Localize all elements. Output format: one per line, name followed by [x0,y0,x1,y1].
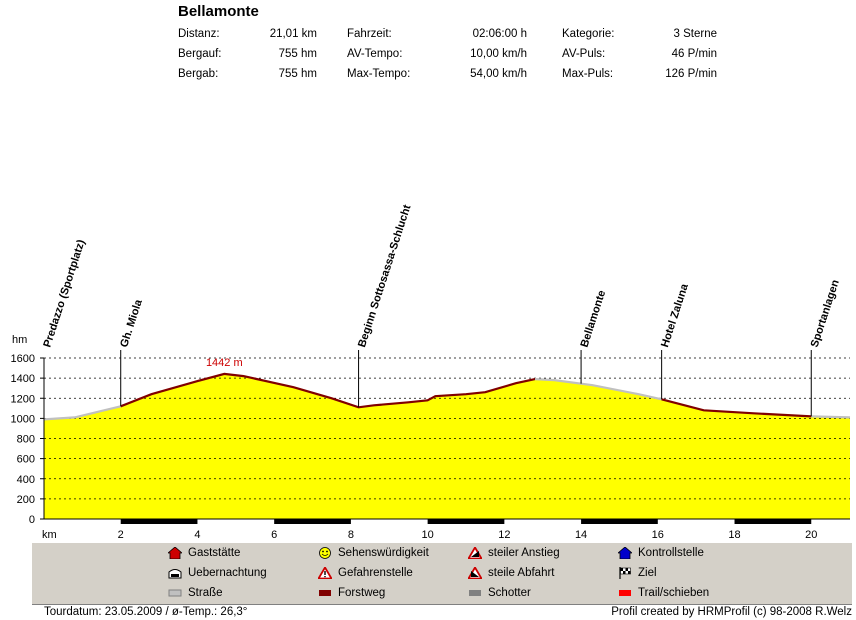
surface-segment-4 [811,415,851,419]
y-tick-label: 1600 [11,353,35,365]
legend-label: Straße [188,587,223,599]
legend-label: steile Abfahrt [488,567,555,579]
km-bar-segment [581,519,658,524]
stat-label-avg-pulse: AV-Puls: [562,48,606,60]
stat-value-max-speed: 54,00 km/h [470,68,527,80]
waypoint-label: Gh. Miola [118,297,145,349]
x-axis-label: km [42,529,57,541]
waypoint-label: Bellamonte [579,289,609,349]
stat-label-ascent: Bergauf: [178,48,222,60]
x-tick-label: 18 [728,529,740,541]
km-bar-segment [734,519,812,524]
legend-item-kontrollstelle: Kontrollstelle [616,546,704,560]
waypoint-label: Sportanlagen [809,278,842,349]
legend-item-ziel: Ziel [618,567,657,579]
legend-item-trail-schieben: Trail/schieben [618,587,709,599]
stat-label-ridetime: Fahrzeit: [347,28,392,40]
stat-value-distance: 21,01 km [269,28,317,40]
legend-label: Schotter [488,587,531,599]
legend-label: Gefahrenstelle [338,567,413,579]
footer-credit: Profil created by HRMProfil (c) 98-2008 … [611,606,852,618]
legend-label: steiler Anstieg [488,547,560,559]
legend-panel: Gaststätte Uebernachtung Straße Sehenswü… [32,543,852,604]
max-elevation-label: 1442 m [206,357,243,369]
gravel-icon [468,587,482,599]
elevation-profile-chart: 0 200 400 600 800 1000 1200 1400 1600 hm 2 4 6 8 10 12 1… [11,203,851,541]
legend-item-sehenswuerdigkeit: Sehenswürdigkeit [318,547,429,559]
footer-divider [32,604,852,605]
surface-segment-0 [43,405,121,421]
y-tick-label: 400 [17,474,35,486]
stat-value-max-pulse: 126 P/min [665,68,717,80]
y-tick-label: 800 [17,434,35,446]
stat-value-ridetime: 02:06:00 h [472,28,527,40]
y-tick-label: 1200 [11,393,35,405]
legend-label: Sehenswürdigkeit [338,547,429,559]
y-tick-label: 200 [17,494,35,506]
stat-value-avg-speed: 10,00 km/h [470,48,527,60]
surface-segment-2 [534,378,662,401]
footer-tour-info: Tourdatum: 23.05.2009 / ø-Temp.: 26,3° [44,606,248,618]
checkpoint-blue-icon [616,546,634,560]
warning-triangle-icon [316,565,334,580]
finish-flag-icon [618,567,632,579]
legend-item-steile-abfahrt: steile Abfahrt [466,565,555,580]
legend-label: Ziel [638,567,657,579]
x-tick-label: 10 [422,529,434,541]
stat-label-distance: Distanz: [178,28,220,40]
stat-label-category: Kategorie: [562,28,615,40]
x-tick-label: 8 [348,529,354,541]
legend-label: Kontrollstelle [638,547,704,559]
forest-road-icon [318,587,332,599]
legend-item-uebernachtung: Uebernachtung [168,567,267,579]
km-bar-segment [427,519,505,524]
x-tick-label: 6 [271,529,277,541]
stat-value-ascent: 755 hm [278,48,317,60]
steep-ascent-icon [466,545,484,560]
legend-label: Forstweg [338,587,386,599]
waypoint-label: Hotel Zaluna [659,282,691,349]
legend-item-strasse: Straße [168,587,223,599]
legend-item-forstweg: Forstweg [318,587,385,599]
x-tick-label: 2 [118,529,124,541]
stat-label-max-speed: Max-Tempo: [347,68,411,80]
x-tick-label: 20 [805,529,817,541]
legend-item-gaststaette: Gaststätte [166,546,241,560]
legend-label: Uebernachtung [188,567,267,579]
x-tick-label: 4 [194,529,200,541]
y-tick-label: 1000 [11,413,35,425]
y-axis-label: hm [12,334,27,346]
stat-label-descent: Bergab: [178,68,219,80]
y-tick-label: 600 [17,454,35,466]
x-tick-label: 14 [575,529,587,541]
house-red-icon [166,546,184,560]
legend-label: Gaststätte [188,547,241,559]
km-bar-segment [274,519,351,524]
legend-item-gefahrenstelle: Gefahrenstelle [316,565,413,580]
stat-value-descent: 755 hm [278,68,317,80]
legend-label: Trail/schieben [638,587,710,599]
surface-segment-1 [120,372,536,409]
y-tick-label: 0 [29,514,35,526]
km-bar-segment [120,519,198,524]
stat-value-category: 3 Sterne [673,28,717,40]
legend-item-schotter: Schotter [468,587,531,599]
legend-item-steiler-anstieg: steiler Anstieg [466,545,560,560]
surface-segment-3 [661,398,812,418]
y-tick-label: 1400 [11,373,35,385]
stat-value-avg-pulse: 46 P/min [671,48,717,60]
road-gray-icon [168,587,182,599]
stat-label-max-pulse: Max-Puls: [562,68,614,80]
elevation-area [44,373,850,519]
stat-label-avg-speed: AV-Tempo: [347,48,403,60]
trail-red-icon [618,587,632,599]
bed-icon [168,567,182,579]
smiley-icon [318,547,332,559]
tour-title: Bellamonte [178,3,259,20]
x-tick-label: 12 [498,529,510,541]
waypoint-label: Predazzo (Sportplatz) [41,238,87,349]
waypoint-label: Beginn Sottosassa-Schlucht [356,203,414,349]
x-tick-label: 16 [652,529,664,541]
steep-descent-icon [466,565,484,580]
